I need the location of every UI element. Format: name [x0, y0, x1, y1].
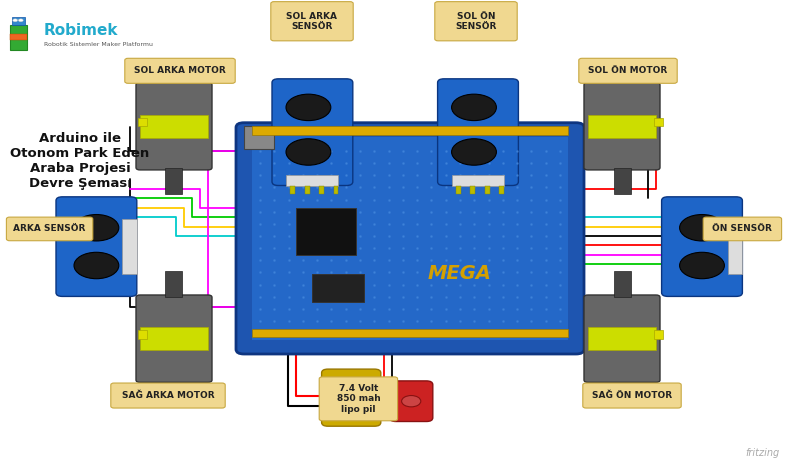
FancyBboxPatch shape — [584, 295, 660, 382]
Bar — [10, 25, 27, 50]
Bar — [452, 175, 504, 186]
Text: SOL ÖN
SENSÖR: SOL ÖN SENSÖR — [455, 11, 497, 31]
Bar — [138, 118, 147, 126]
Text: fritzing: fritzing — [745, 448, 779, 458]
Bar — [122, 219, 137, 274]
FancyBboxPatch shape — [136, 295, 212, 382]
Bar — [499, 186, 504, 194]
FancyBboxPatch shape — [438, 79, 518, 185]
Text: ARKA SENSÖR: ARKA SENSÖR — [14, 224, 86, 234]
Bar — [614, 271, 630, 297]
Circle shape — [451, 94, 496, 121]
FancyBboxPatch shape — [272, 79, 353, 185]
FancyBboxPatch shape — [579, 58, 677, 83]
Bar — [728, 219, 742, 274]
Bar — [138, 330, 147, 339]
FancyBboxPatch shape — [390, 381, 433, 421]
Text: SOL ÖN MOTOR: SOL ÖN MOTOR — [588, 66, 668, 76]
Bar — [252, 137, 568, 340]
Text: 7.4 Volt
850 mah
lipo pil: 7.4 Volt 850 mah lipo pil — [337, 384, 380, 414]
Text: SAĞ ÖN MOTOR: SAĞ ÖN MOTOR — [592, 391, 672, 400]
Bar — [332, 396, 370, 401]
Circle shape — [680, 214, 725, 241]
FancyBboxPatch shape — [584, 83, 660, 170]
FancyBboxPatch shape — [270, 2, 354, 41]
Bar — [588, 327, 656, 350]
Circle shape — [451, 139, 496, 165]
Text: Robotik Sistemler Maker Platformu: Robotik Sistemler Maker Platformu — [44, 42, 153, 47]
Bar — [286, 175, 338, 186]
Bar — [290, 186, 295, 194]
Bar — [166, 271, 182, 297]
Text: MEGA: MEGA — [428, 264, 492, 283]
Bar — [296, 208, 356, 255]
Bar — [252, 329, 568, 337]
Bar — [485, 186, 490, 194]
Bar — [140, 115, 208, 138]
Text: SOL ARKA MOTOR: SOL ARKA MOTOR — [134, 66, 226, 76]
Text: ÖN SENSÖR: ÖN SENSÖR — [713, 224, 772, 234]
Circle shape — [402, 396, 421, 407]
Bar — [456, 186, 461, 194]
Bar — [10, 34, 27, 40]
Text: Robimek: Robimek — [44, 23, 118, 38]
Circle shape — [74, 214, 118, 241]
Bar — [332, 407, 370, 413]
Bar — [470, 186, 475, 194]
Bar — [12, 17, 25, 25]
FancyBboxPatch shape — [110, 383, 226, 408]
Bar — [614, 168, 630, 194]
Bar — [332, 384, 370, 389]
Bar — [319, 186, 324, 194]
FancyBboxPatch shape — [435, 2, 517, 41]
Text: SOL ARKA
SENSÖR: SOL ARKA SENSÖR — [286, 11, 338, 31]
Bar — [305, 186, 310, 194]
Circle shape — [18, 19, 23, 22]
FancyBboxPatch shape — [56, 197, 137, 296]
Bar — [588, 115, 656, 138]
FancyBboxPatch shape — [703, 217, 782, 241]
Bar — [654, 118, 663, 126]
Bar — [334, 186, 338, 194]
Circle shape — [680, 252, 725, 278]
Circle shape — [13, 19, 18, 22]
Bar — [244, 126, 274, 149]
FancyBboxPatch shape — [319, 377, 398, 421]
Text: SAĞ ARKA MOTOR: SAĞ ARKA MOTOR — [122, 391, 214, 400]
Circle shape — [286, 94, 331, 121]
Bar — [140, 327, 208, 350]
Circle shape — [286, 139, 331, 165]
FancyBboxPatch shape — [6, 217, 93, 241]
FancyBboxPatch shape — [662, 197, 742, 296]
Bar — [166, 168, 182, 194]
Bar — [654, 330, 663, 339]
FancyBboxPatch shape — [322, 369, 381, 426]
FancyBboxPatch shape — [136, 83, 212, 170]
FancyBboxPatch shape — [236, 123, 584, 354]
Bar — [312, 274, 364, 302]
FancyBboxPatch shape — [583, 383, 682, 408]
FancyBboxPatch shape — [125, 58, 235, 83]
Circle shape — [74, 252, 118, 278]
Text: Arduino ile
Otonom Park Eden
Araba Projesi
Devre Şeması: Arduino ile Otonom Park Eden Araba Proje… — [10, 132, 150, 190]
Bar — [252, 126, 568, 135]
